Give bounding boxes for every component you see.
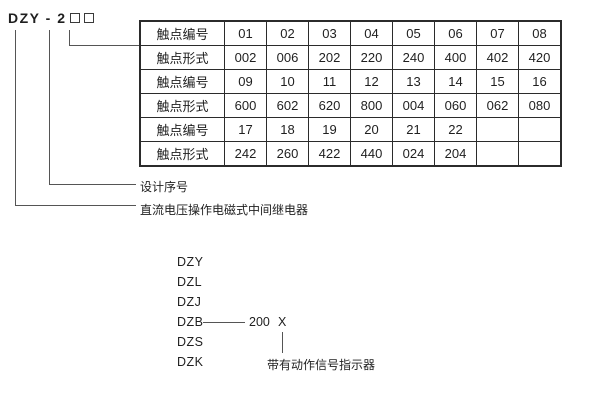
value-cell: 600 [224, 93, 267, 118]
row-label-cell: 触点编号 [139, 117, 225, 142]
value-cell: 16 [518, 69, 562, 94]
value-cell: 260 [266, 141, 309, 167]
value-cell: 420 [518, 45, 562, 70]
connector-line-design-serial [49, 30, 136, 185]
value-cell: 204 [434, 141, 477, 167]
value-cell: 004 [392, 93, 435, 118]
value-cell: 15 [476, 69, 519, 94]
dzb-series-x: X [278, 315, 287, 329]
table-row-1: 触点编号 01 02 03 04 05 06 07 08 [139, 20, 562, 46]
value-cell: 11 [308, 69, 351, 94]
value-cell: 10 [266, 69, 309, 94]
model-code-text: DZY - 2 [8, 10, 67, 26]
connector-line-contact-code [69, 30, 140, 46]
value-cell: 12 [350, 69, 393, 94]
row-label-cell: 触点编号 [139, 69, 225, 94]
value-cell: 05 [392, 20, 435, 46]
value-cell: 080 [518, 93, 562, 118]
value-cell: 08 [518, 20, 562, 46]
value-cell: 240 [392, 45, 435, 70]
value-cell: 21 [392, 117, 435, 142]
value-cell: 19 [308, 117, 351, 142]
relay-description-label: 直流电压操作电磁式中间继电器 [140, 203, 309, 217]
value-cell: 242 [224, 141, 267, 167]
table-row-6: 触点形式 242 260 422 440 024 204 [139, 141, 562, 167]
value-cell: 02 [266, 20, 309, 46]
table-row-3: 触点编号 09 10 11 12 13 14 15 16 [139, 69, 562, 94]
model-family-list: DZY DZL DZJ DZB DZS DZK [177, 252, 204, 372]
row-label-cell: 触点形式 [139, 45, 225, 70]
indicator-note-label: 带有动作信号指示器 [267, 358, 376, 372]
model-list-item-dzk: DZK [177, 355, 204, 369]
value-cell: 01 [224, 20, 267, 46]
model-list-item-dzs: DZS [177, 335, 204, 349]
value-cell: 024 [392, 141, 435, 167]
value-cell: 602 [266, 93, 309, 118]
value-cell: 14 [434, 69, 477, 94]
design-serial-label: 设计序号 [140, 180, 189, 194]
value-cell: 220 [350, 45, 393, 70]
value-cell: 002 [224, 45, 267, 70]
connector-line-relay-family [15, 30, 136, 206]
table-row-4: 触点形式 600 602 620 800 004 060 062 080 [139, 93, 562, 118]
value-cell: 402 [476, 45, 519, 70]
value-cell: 060 [434, 93, 477, 118]
dzb-series-value: 200 [249, 315, 270, 329]
x-drop-line [282, 332, 283, 353]
value-cell: 18 [266, 117, 309, 142]
row-label-cell: 触点形式 [139, 141, 225, 167]
value-cell: 22 [434, 117, 477, 142]
value-cell [518, 117, 562, 142]
row-label-cell: 触点形式 [139, 93, 225, 118]
row-label-cell: 触点编号 [139, 20, 225, 46]
value-cell: 13 [392, 69, 435, 94]
value-cell: 20 [350, 117, 393, 142]
value-cell: 620 [308, 93, 351, 118]
value-cell: 202 [308, 45, 351, 70]
contact-code-table-body: 触点编号 01 02 03 04 05 06 07 08 触点形式 002 006 202 220 240 4… [139, 20, 562, 167]
model-list-item-dzy: DZY [177, 255, 204, 269]
value-cell: 062 [476, 93, 519, 118]
value-cell: 400 [434, 45, 477, 70]
value-cell: 09 [224, 69, 267, 94]
value-cell: 07 [476, 20, 519, 46]
model-list-item-dzb: DZB [177, 315, 204, 329]
value-cell: 440 [350, 141, 393, 167]
value-cell: 04 [350, 20, 393, 46]
model-list-item-dzj: DZJ [177, 295, 202, 309]
value-cell [476, 117, 519, 142]
model-code: DZY - 2 [8, 10, 95, 26]
contact-code-table: 触点编号 01 02 03 04 05 06 07 08 触点形式 002 006 202 220 240 4… [139, 20, 562, 167]
value-cell: 06 [434, 20, 477, 46]
dzb-dash-line [203, 322, 245, 323]
value-cell: 006 [266, 45, 309, 70]
value-cell: 03 [308, 20, 351, 46]
table-row-5: 触点编号 17 18 19 20 21 22 [139, 117, 562, 142]
model-code-placeholder-box-1 [70, 13, 81, 23]
model-list-item-dzl: DZL [177, 275, 203, 289]
value-cell: 17 [224, 117, 267, 142]
model-code-placeholder-box-2 [84, 13, 95, 23]
table-row-2: 触点形式 002 006 202 220 240 400 402 420 [139, 45, 562, 70]
value-cell: 422 [308, 141, 351, 167]
value-cell [518, 141, 562, 167]
value-cell: 800 [350, 93, 393, 118]
value-cell [476, 141, 519, 167]
